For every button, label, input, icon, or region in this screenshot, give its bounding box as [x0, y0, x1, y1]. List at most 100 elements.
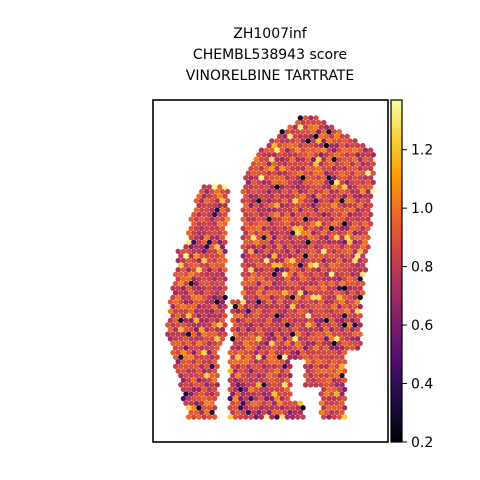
spot — [245, 225, 252, 232]
spot — [313, 170, 319, 176]
spot — [269, 239, 275, 245]
spot — [256, 326, 262, 333]
spot — [295, 165, 301, 172]
colorbar — [390, 99, 403, 443]
spot — [253, 193, 259, 199]
spot — [271, 170, 278, 176]
spot — [313, 326, 319, 333]
spot — [201, 202, 207, 209]
spot — [341, 147, 348, 153]
spot — [289, 322, 296, 328]
spot — [230, 382, 236, 388]
spot — [284, 322, 291, 328]
spot — [284, 248, 291, 255]
spot — [248, 322, 254, 328]
spot — [279, 211, 285, 218]
spot — [313, 262, 319, 268]
spot — [287, 244, 293, 250]
spot — [326, 175, 332, 181]
spot — [261, 225, 267, 232]
spot — [331, 294, 337, 301]
spot — [284, 230, 291, 236]
spot — [349, 198, 356, 204]
spot — [352, 331, 358, 337]
spot — [334, 216, 340, 222]
spot — [318, 170, 324, 176]
spot — [339, 317, 345, 324]
spot — [334, 133, 340, 140]
spot — [217, 230, 223, 236]
spot — [235, 336, 241, 342]
spot — [222, 303, 228, 310]
spot — [284, 340, 291, 347]
spot — [274, 156, 280, 163]
spot — [334, 225, 340, 232]
spot — [282, 409, 288, 416]
spot — [289, 239, 296, 245]
spot — [172, 336, 179, 342]
spot — [243, 349, 249, 356]
spot — [269, 276, 275, 282]
spot — [321, 221, 327, 227]
spot — [258, 175, 265, 181]
spot — [253, 313, 259, 319]
spot — [313, 142, 319, 149]
spot — [211, 285, 218, 291]
spot — [321, 184, 327, 190]
spot — [331, 285, 337, 291]
spot — [253, 359, 259, 365]
spot — [219, 244, 226, 250]
spot — [263, 248, 270, 255]
spot — [347, 156, 353, 163]
spot — [357, 276, 363, 282]
spot — [198, 262, 205, 268]
spot — [354, 271, 361, 278]
spot — [367, 221, 374, 227]
spot — [287, 290, 293, 296]
spot — [357, 248, 363, 255]
spot — [175, 285, 181, 291]
spot — [211, 202, 218, 209]
spot — [308, 207, 314, 213]
spot — [191, 257, 197, 264]
spot — [188, 308, 194, 314]
spot — [300, 248, 306, 255]
spot — [237, 405, 244, 411]
spot — [352, 294, 358, 301]
spot — [188, 244, 194, 250]
spot — [292, 280, 298, 287]
spot — [185, 276, 192, 282]
spot — [198, 317, 205, 324]
spot — [253, 285, 259, 291]
spot — [292, 409, 298, 416]
spot — [323, 142, 330, 149]
spot — [196, 248, 202, 255]
spot — [206, 294, 213, 301]
spot — [183, 336, 189, 342]
spot — [365, 225, 371, 232]
spot — [175, 303, 181, 310]
spot — [331, 267, 337, 273]
spot — [256, 253, 262, 259]
spot — [352, 147, 358, 153]
spot — [313, 234, 319, 241]
spot — [336, 239, 343, 245]
spot — [198, 363, 205, 370]
spot — [300, 221, 306, 227]
spot — [295, 331, 301, 337]
spot — [219, 299, 226, 305]
spot — [245, 409, 252, 416]
spot — [357, 257, 363, 264]
spot — [287, 179, 293, 186]
spot — [250, 326, 257, 333]
spot — [204, 198, 210, 204]
spot — [349, 280, 356, 287]
spot — [269, 156, 275, 163]
spot — [321, 239, 327, 245]
spot — [282, 262, 288, 268]
spot — [349, 299, 356, 305]
spot — [339, 179, 345, 186]
spot — [284, 156, 291, 163]
spot — [282, 345, 288, 351]
spot — [354, 345, 361, 351]
